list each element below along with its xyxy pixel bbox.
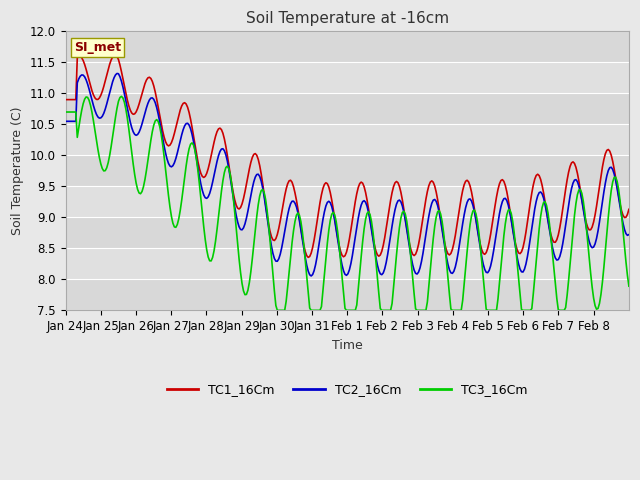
Bar	[65, 156, 629, 186]
Bar	[65, 62, 629, 94]
Y-axis label: Soil Temperature (C): Soil Temperature (C)	[11, 107, 24, 235]
Bar	[65, 217, 629, 248]
Bar	[65, 124, 629, 156]
X-axis label: Time: Time	[332, 338, 363, 352]
Bar	[65, 186, 629, 217]
Bar	[65, 279, 629, 311]
Bar	[65, 248, 629, 279]
Legend: TC1_16Cm, TC2_16Cm, TC3_16Cm: TC1_16Cm, TC2_16Cm, TC3_16Cm	[162, 378, 532, 401]
Bar	[65, 94, 629, 124]
Text: SI_met: SI_met	[74, 41, 121, 54]
Title: Soil Temperature at -16cm: Soil Temperature at -16cm	[246, 11, 449, 26]
Bar	[65, 32, 629, 62]
